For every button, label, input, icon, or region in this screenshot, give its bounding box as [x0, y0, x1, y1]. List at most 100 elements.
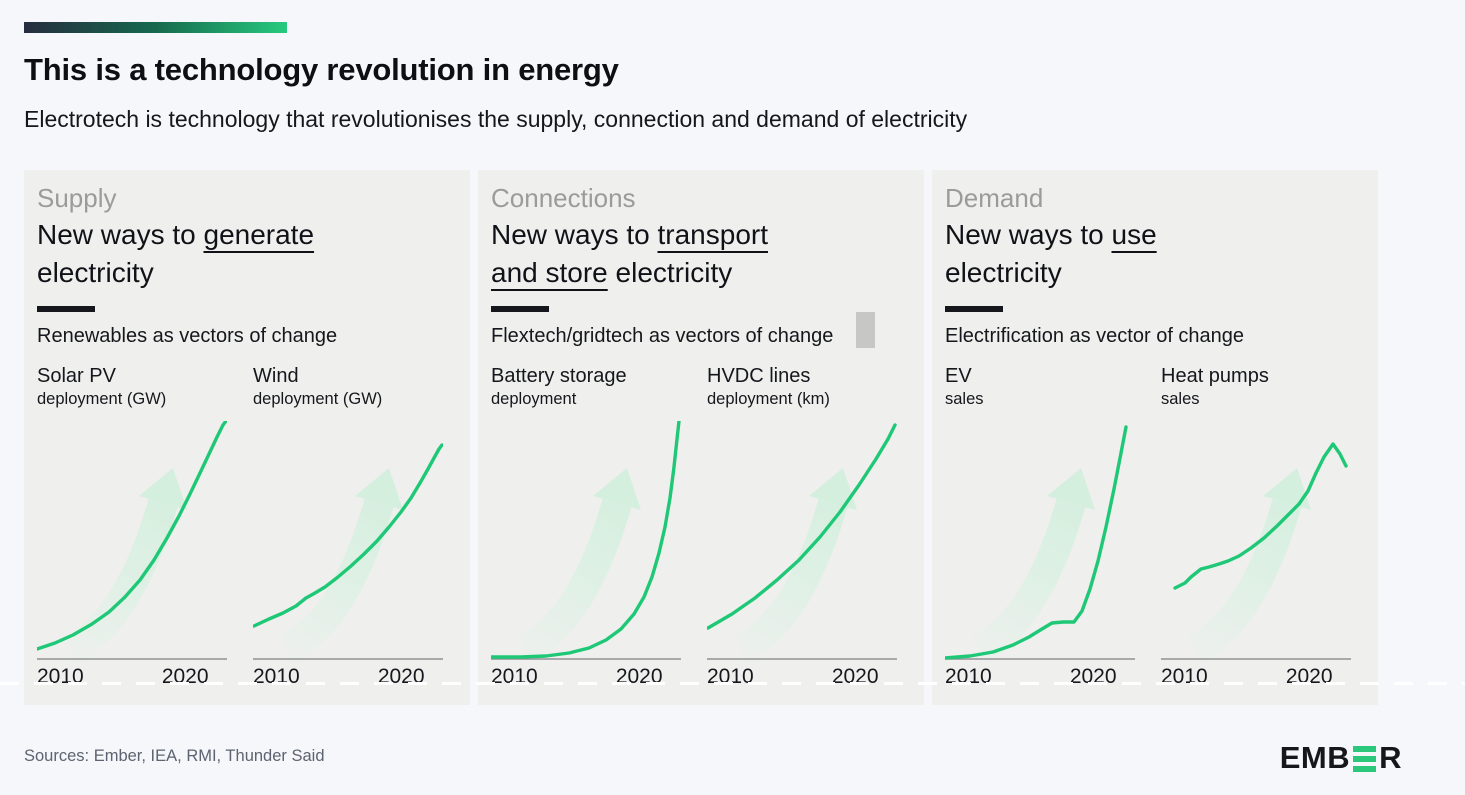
panel-tagline: Flextech/gridtech as vectors of change [491, 324, 834, 347]
headline-text: New ways to [491, 218, 658, 250]
data-line [253, 443, 443, 629]
headline-text: New ways to [945, 218, 1112, 250]
x-tick: 2010 [37, 665, 84, 689]
panel-kicker: Supply [37, 183, 117, 213]
panel-tagline: Renewables as vectors of change [37, 324, 338, 347]
divider-bar [491, 305, 549, 312]
divider-bar [945, 305, 1003, 312]
x-tick: 2020 [831, 665, 879, 689]
line-chart-ev-sales [945, 425, 1135, 661]
chart-title: Wind [253, 364, 299, 387]
x-tick-labels: 2010 2020 [37, 665, 227, 691]
panel-tagline: Electrification as vector of change [945, 324, 1245, 347]
charts-row: 2010 2020 2010 2020 [945, 421, 1365, 691]
chart-ev-sales: 2010 2020 [945, 421, 1161, 691]
chart-titles-row: EV sales Heat pumps sales [945, 364, 1365, 410]
chart-title-block: EV sales [945, 364, 1161, 410]
x-tick-labels: 2010 2020 [253, 665, 443, 691]
chart-titles-row: Solar PV deployment (GW) Wind deployment… [37, 364, 457, 410]
logo-green-e-icon [1353, 744, 1377, 774]
chart-subtitle: deployment [491, 389, 577, 408]
panel-headline: New ways to generate electricity [37, 216, 457, 293]
x-tick: 2020 [161, 665, 209, 689]
growth-arrow-icon [979, 468, 1095, 649]
line-chart-hvdc-lines [707, 423, 897, 661]
chart-title-block: Battery storage deployment [491, 364, 707, 410]
data-line [1173, 442, 1348, 591]
headline-text: electricity [607, 257, 733, 289]
chart-subtitle: deployment (km) [707, 389, 830, 408]
page-title: This is a technology revolution in energ… [24, 52, 619, 87]
headline-underlined-text: transport and store [491, 218, 768, 289]
chart-subtitle: sales [1161, 389, 1200, 408]
panel-kicker: Connections [491, 183, 636, 213]
growth-arrow-icon [71, 468, 187, 649]
x-tick: 2010 [1161, 665, 1208, 689]
chart-title-block: Solar PV deployment (GW) [37, 364, 253, 410]
x-tick: 2010 [707, 665, 754, 689]
x-tick-labels: 2010 2020 [707, 665, 897, 691]
chart-subtitle: sales [945, 389, 984, 408]
data-line [491, 421, 681, 660]
headline-underlined-text: use [1111, 218, 1157, 250]
panel-headline: New ways to transport and store electric… [491, 216, 911, 293]
x-tick: 2020 [615, 665, 663, 689]
chart-wind: 2010 2020 [253, 421, 457, 691]
logo-text-r: R [1379, 740, 1402, 775]
line-chart-heat-pumps [1161, 442, 1351, 661]
x-tick: 2010 [945, 665, 992, 689]
chart-title-block: Heat pumps sales [1161, 364, 1365, 410]
headline-text: New ways to [37, 218, 204, 250]
headline-text: electricity [945, 257, 1062, 289]
headline-underlined-text: generate [203, 218, 315, 250]
chart-title-block: HVDC lines deployment (km) [707, 364, 911, 410]
line-chart-battery-storage [491, 421, 681, 661]
chart-heat-pumps: 2010 2020 [1161, 421, 1365, 691]
chart-title-block: Wind deployment (GW) [253, 364, 457, 410]
panel-headline: New ways to use electricity [945, 216, 1365, 293]
charts-row: 2010 2020 2010 2020 [37, 421, 457, 691]
ember-logo: EMB R [1280, 740, 1402, 776]
charts-row: 2010 2020 2010 2020 [491, 421, 911, 691]
data-line [945, 425, 1128, 661]
x-tick-labels: 2010 2020 [1161, 665, 1351, 691]
x-tick-labels: 2010 2020 [945, 665, 1135, 691]
divider-bar [37, 305, 95, 312]
growth-arrow-icon [287, 468, 403, 649]
chart-title: Solar PV [37, 364, 116, 387]
chart-subtitle: deployment (GW) [37, 389, 167, 408]
x-tick-labels: 2010 2020 [491, 665, 681, 691]
x-tick: 2010 [253, 665, 300, 689]
logo-text-emb: EMB [1279, 740, 1351, 775]
data-line [707, 423, 897, 631]
line-chart-wind [253, 443, 443, 661]
x-tick: 2020 [1069, 665, 1117, 689]
dashed-guide-line [0, 682, 1465, 685]
growth-arrow-icon [1195, 468, 1311, 649]
x-tick: 2020 [377, 665, 425, 689]
chart-hvdc-lines: 2010 2020 [707, 421, 911, 691]
panel-supply: Supply New ways to generate electricity … [24, 170, 470, 705]
chart-title: Heat pumps [1161, 364, 1269, 387]
growth-arrow-icon [525, 468, 641, 649]
page-subtitle: Electrotech is technology that revolutio… [24, 106, 968, 132]
chart-title: HVDC lines [707, 364, 811, 387]
chart-title: Battery storage [491, 364, 627, 387]
panel-kicker: Demand [945, 183, 1044, 213]
chart-subtitle: deployment (GW) [253, 389, 383, 408]
x-tick: 2020 [1285, 665, 1333, 689]
chart-battery-storage: 2010 2020 [491, 421, 707, 691]
headline-text: electricity [37, 257, 154, 289]
data-line [37, 421, 227, 652]
line-chart-solar-pv [37, 421, 227, 661]
chart-titles-row: Battery storage deployment HVDC lines de… [491, 364, 911, 410]
panel-connections: Connections New ways to transport and st… [478, 170, 924, 705]
sources-note: Sources: Ember, IEA, RMI, Thunder Said [24, 747, 325, 765]
accent-gradient-bar [24, 22, 287, 33]
panel-demand: Demand New ways to use electricity Elect… [932, 170, 1378, 705]
text-cursor-artifact [856, 312, 875, 348]
chart-title: EV [945, 364, 972, 387]
x-tick: 2010 [491, 665, 538, 689]
chart-solar-pv: 2010 2020 [37, 421, 253, 691]
